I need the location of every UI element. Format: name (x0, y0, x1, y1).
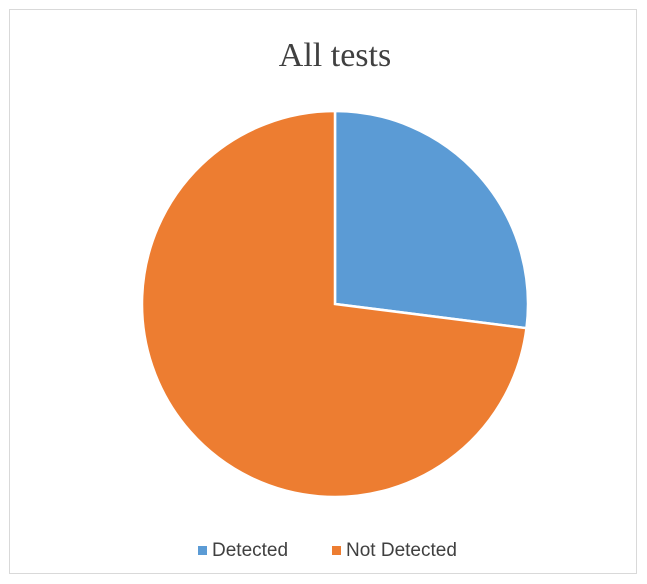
legend-swatch (198, 546, 207, 555)
legend-label: Not Detected (346, 540, 457, 561)
chart-title: All tests (279, 37, 391, 74)
legend-swatch (332, 546, 341, 555)
legend-label: Detected (212, 540, 288, 561)
pie-slice (140, 109, 528, 499)
pie-slice (333, 109, 530, 330)
